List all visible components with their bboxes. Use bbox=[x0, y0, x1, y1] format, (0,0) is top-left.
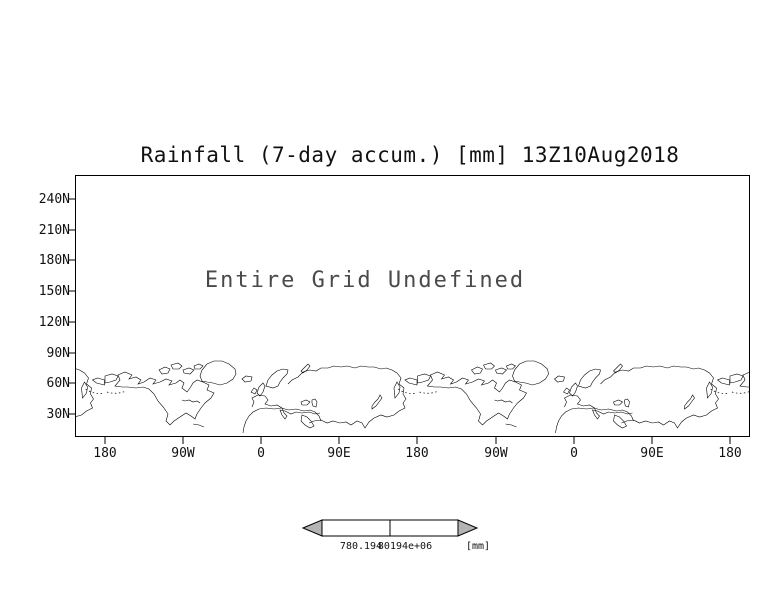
y-tick-label: 30N bbox=[47, 407, 70, 422]
y-tick-label: 210N bbox=[39, 223, 70, 238]
x-axis-labels: 180 90W 0 90E 180 90W 0 90E 180 bbox=[93, 446, 741, 461]
y-axis-labels: 240N 210N 180N 150N 120N 90N 60N 30N bbox=[39, 192, 70, 422]
colorbar-right-arrow-icon bbox=[457, 519, 479, 537]
plot-frame bbox=[75, 175, 750, 437]
x-tick-label: 90E bbox=[327, 446, 350, 461]
y-tick-label: 150N bbox=[39, 284, 70, 299]
y-tick-label: 90N bbox=[47, 346, 70, 361]
x-tick-label: 180 bbox=[718, 446, 741, 461]
colorbar-segment bbox=[389, 519, 459, 537]
y-tick-label: 240N bbox=[39, 192, 70, 207]
coastline-map bbox=[75, 360, 750, 434]
x-tick-label: 0 bbox=[257, 446, 265, 461]
undefined-message: Entire Grid Undefined bbox=[205, 268, 525, 293]
x-tick-label: 180 bbox=[93, 446, 116, 461]
colorbar-left-arrow-icon bbox=[301, 519, 323, 537]
colorbar-value-right: 80194e+06 bbox=[378, 541, 432, 552]
colorbar-unit: [mm] bbox=[466, 541, 490, 552]
x-tick-label: 90E bbox=[640, 446, 663, 461]
y-tick-label: 60N bbox=[47, 376, 70, 391]
y-tick-label: 180N bbox=[39, 253, 70, 268]
y-tick-label: 120N bbox=[39, 315, 70, 330]
x-tick-label: 0 bbox=[570, 446, 578, 461]
y-axis-ticks bbox=[68, 198, 75, 415]
x-tick-label: 90W bbox=[484, 446, 508, 461]
colorbar: 780.194 80194e+06 [mm] bbox=[301, 519, 490, 552]
x-tick-label: 180 bbox=[405, 446, 428, 461]
colorbar-segment bbox=[321, 519, 391, 537]
x-axis-ticks bbox=[104, 437, 731, 444]
x-tick-label: 90W bbox=[171, 446, 195, 461]
plot-title: Rainfall (7-day accum.) [mm] 13Z10Aug201… bbox=[141, 143, 680, 167]
colorbar-value-left: 780.194 bbox=[340, 541, 382, 552]
